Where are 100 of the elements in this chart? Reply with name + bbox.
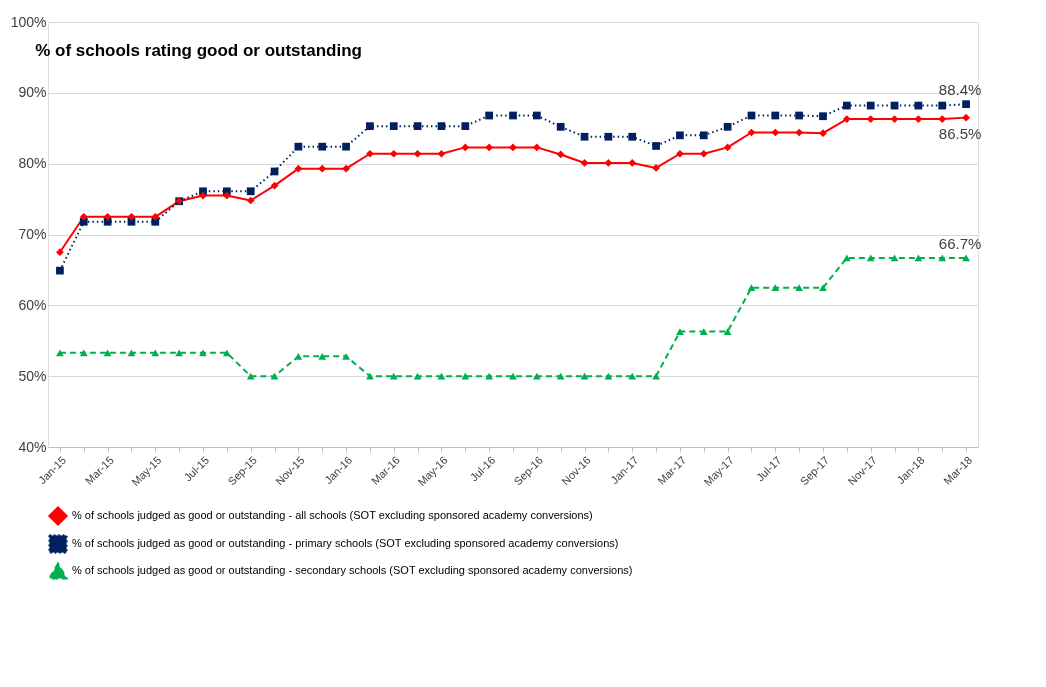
- point: [652, 164, 660, 172]
- point: [676, 149, 684, 158]
- point: [699, 149, 708, 158]
- point: [532, 143, 541, 152]
- point: [842, 115, 851, 123]
- point: [366, 122, 374, 130]
- legend-label: % of schools judged as good or outstanding - primary schools (SOT excluding sponsored academy conversions): [72, 537, 619, 549]
- point: [103, 349, 112, 357]
- point: [771, 111, 780, 120]
- point: [699, 328, 708, 335]
- point: [676, 328, 684, 335]
- y-tick-label: 80%: [18, 155, 47, 172]
- point: [485, 372, 494, 380]
- point: [819, 284, 827, 291]
- point: [79, 217, 88, 226]
- point: [580, 372, 589, 380]
- point: [461, 143, 470, 152]
- point: [914, 254, 923, 262]
- point: [842, 254, 851, 262]
- point: [532, 372, 541, 380]
- point: [723, 328, 732, 335]
- point: [604, 159, 613, 167]
- point: [389, 122, 398, 130]
- point: [413, 372, 422, 380]
- point: [938, 254, 947, 262]
- point: [56, 266, 64, 275]
- point: [604, 132, 613, 141]
- point: [461, 122, 470, 130]
- point: [819, 129, 827, 138]
- data-label: 88.4%: [938, 81, 982, 99]
- point: [628, 159, 637, 167]
- point: [771, 284, 780, 291]
- point: [938, 101, 947, 110]
- point: [56, 248, 64, 257]
- point: [318, 352, 327, 360]
- y-tick-label: 60%: [18, 296, 47, 313]
- point: [294, 352, 303, 360]
- point: [79, 349, 88, 357]
- point: [151, 217, 160, 226]
- point: [532, 111, 541, 120]
- point: [437, 149, 446, 158]
- point: [962, 100, 970, 109]
- point: [556, 372, 565, 380]
- point: [580, 132, 589, 141]
- point: [199, 349, 207, 357]
- data-label: 86.5%: [938, 124, 982, 142]
- point: [580, 159, 589, 167]
- point: [556, 150, 565, 159]
- y-tick-label: 90%: [18, 84, 47, 101]
- point: [389, 372, 398, 380]
- point: [771, 128, 780, 137]
- point: [699, 131, 708, 140]
- data-label: 66.7%: [938, 234, 982, 252]
- point: [628, 132, 637, 141]
- point: [413, 149, 422, 158]
- point: [819, 112, 827, 121]
- point: [747, 284, 756, 291]
- point: [866, 101, 875, 110]
- point: [199, 191, 207, 200]
- y-tick-label: 40%: [18, 438, 47, 455]
- point: [342, 352, 350, 360]
- point: [294, 142, 303, 151]
- point: [866, 254, 875, 262]
- point: [890, 115, 899, 123]
- point: [151, 212, 160, 221]
- point: [437, 372, 446, 380]
- point: [842, 101, 851, 110]
- point: [938, 115, 947, 123]
- point: [723, 122, 732, 131]
- point: [79, 212, 88, 221]
- point: [318, 164, 327, 173]
- point: [676, 131, 684, 140]
- point: [509, 143, 517, 152]
- point: [795, 111, 804, 120]
- point: [437, 122, 446, 130]
- point: [556, 122, 565, 131]
- text: % of schools rating good or outstanding: [35, 41, 362, 60]
- point: [270, 372, 279, 380]
- point: [389, 149, 398, 158]
- point: [342, 164, 350, 173]
- point: [127, 349, 136, 357]
- point: [366, 372, 374, 380]
- point: [890, 254, 899, 262]
- point: [366, 149, 374, 158]
- y-tick-label: 100%: [10, 13, 47, 30]
- point: [604, 372, 613, 380]
- point: [175, 349, 184, 357]
- point: [270, 181, 279, 190]
- point: [56, 349, 64, 357]
- y-tick-label: 50%: [18, 367, 47, 384]
- point: [413, 122, 422, 130]
- point: [628, 372, 637, 380]
- point: [246, 196, 255, 205]
- point: [795, 128, 804, 137]
- y-tick-label: 70%: [18, 226, 47, 242]
- point: [294, 164, 303, 173]
- point: [962, 254, 970, 262]
- point: [222, 349, 231, 357]
- point: [795, 284, 804, 291]
- point: [485, 143, 494, 152]
